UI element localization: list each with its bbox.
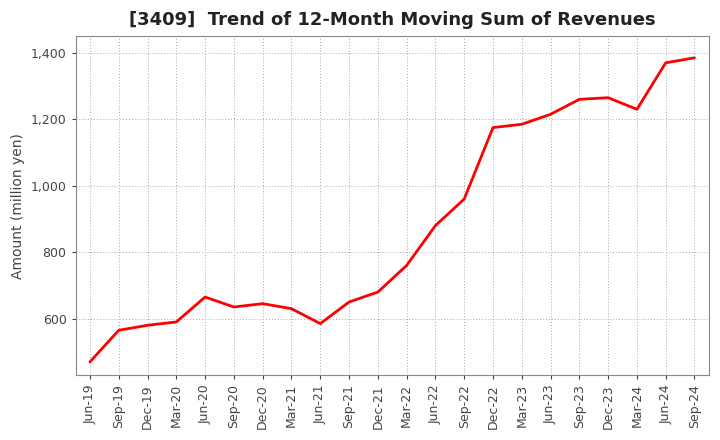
Y-axis label: Amount (million yen): Amount (million yen) [11, 133, 25, 279]
Title: [3409]  Trend of 12-Month Moving Sum of Revenues: [3409] Trend of 12-Month Moving Sum of R… [129, 11, 655, 29]
